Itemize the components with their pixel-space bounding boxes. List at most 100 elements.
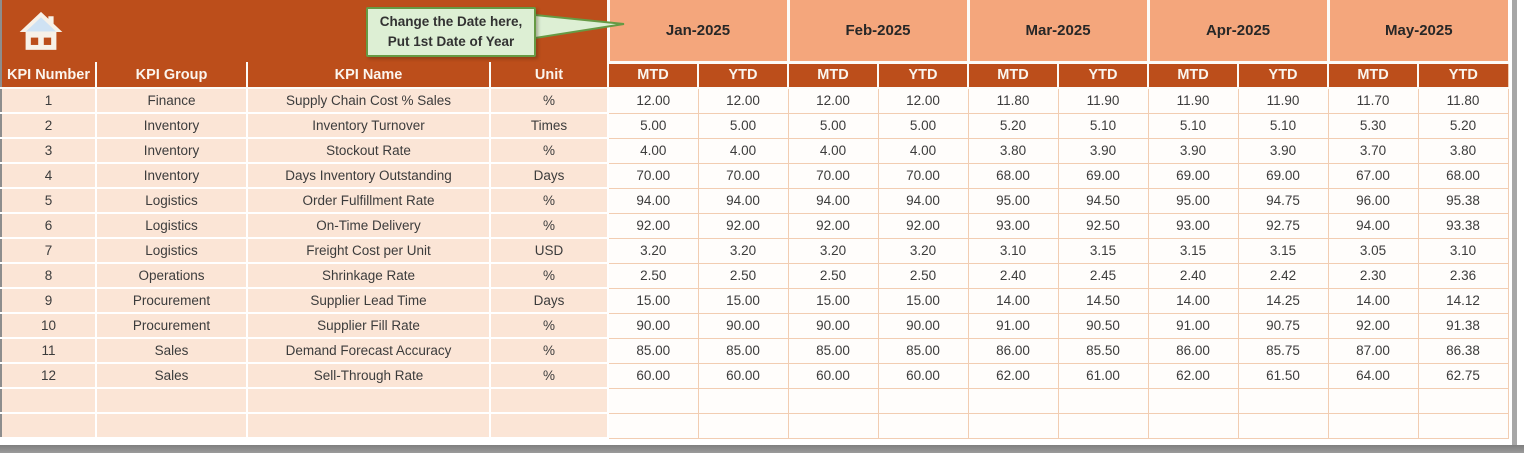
cell-value[interactable]: 61.00 (1058, 363, 1149, 389)
cell-value[interactable]: 86.00 (968, 338, 1059, 364)
cell-unit[interactable]: % (490, 138, 609, 164)
month-header-jan[interactable]: Jan-2025 (608, 0, 790, 64)
cell-value[interactable]: 87.00 (1328, 338, 1419, 364)
cell-value[interactable]: 4.00 (878, 138, 969, 164)
cell-value[interactable]: 5.10 (1238, 113, 1329, 139)
cell-value[interactable] (1418, 388, 1509, 414)
cell-kpi-number[interactable]: 1 (1, 88, 97, 114)
cell-value[interactable]: 95.00 (1148, 188, 1239, 214)
cell-kpi-number[interactable] (1, 388, 97, 414)
cell-value[interactable]: 2.45 (1058, 263, 1149, 289)
subcol-header-mtd[interactable]: MTD (968, 62, 1060, 89)
cell-value[interactable]: 5.00 (698, 113, 789, 139)
cell-value[interactable]: 86.00 (1148, 338, 1239, 364)
cell-value[interactable]: 3.70 (1328, 138, 1419, 164)
cell-value[interactable]: 62.00 (1148, 363, 1239, 389)
cell-value[interactable]: 2.50 (878, 263, 969, 289)
cell-value[interactable]: 15.00 (878, 288, 969, 314)
cell-value[interactable]: 5.20 (1418, 113, 1509, 139)
cell-value[interactable]: 2.42 (1238, 263, 1329, 289)
subcol-header-ytd[interactable]: YTD (1058, 62, 1150, 89)
cell-kpi-name[interactable]: Shrinkage Rate (247, 263, 491, 289)
cell-value[interactable]: 5.00 (878, 113, 969, 139)
cell-value[interactable]: 3.10 (968, 238, 1059, 264)
cell-value[interactable]: 68.00 (968, 163, 1059, 189)
cell-value[interactable]: 92.00 (878, 213, 969, 239)
cell-value[interactable]: 5.10 (1058, 113, 1149, 139)
cell-value[interactable]: 60.00 (878, 363, 969, 389)
cell-unit[interactable]: % (490, 213, 609, 239)
cell-value[interactable] (608, 413, 699, 439)
cell-value[interactable]: 92.00 (698, 213, 789, 239)
col-header-kpi-number[interactable]: KPI Number (1, 62, 97, 89)
cell-value[interactable] (1238, 388, 1329, 414)
cell-kpi-name[interactable] (247, 413, 491, 439)
cell-unit[interactable] (490, 413, 609, 439)
cell-value[interactable] (788, 413, 879, 439)
cell-value[interactable]: 93.00 (1148, 213, 1239, 239)
cell-value[interactable]: 2.40 (1148, 263, 1239, 289)
cell-value[interactable]: 5.00 (788, 113, 879, 139)
cell-value[interactable]: 11.70 (1328, 88, 1419, 114)
month-header-mar[interactable]: Mar-2025 (968, 0, 1150, 64)
cell-value[interactable]: 94.50 (1058, 188, 1149, 214)
cell-value[interactable]: 70.00 (698, 163, 789, 189)
cell-value[interactable]: 14.25 (1238, 288, 1329, 314)
cell-value[interactable]: 96.00 (1328, 188, 1419, 214)
cell-value[interactable]: 12.00 (878, 88, 969, 114)
cell-value[interactable]: 67.00 (1328, 163, 1419, 189)
cell-kpi-group[interactable]: Logistics (96, 238, 248, 264)
cell-value[interactable]: 12.00 (608, 88, 699, 114)
subcol-header-ytd[interactable]: YTD (1238, 62, 1330, 89)
cell-value[interactable]: 69.00 (1058, 163, 1149, 189)
cell-value[interactable]: 2.30 (1328, 263, 1419, 289)
cell-kpi-number[interactable]: 3 (1, 138, 97, 164)
cell-kpi-number[interactable]: 12 (1, 363, 97, 389)
cell-kpi-number[interactable]: 2 (1, 113, 97, 139)
cell-value[interactable]: 14.50 (1058, 288, 1149, 314)
cell-value[interactable]: 60.00 (698, 363, 789, 389)
cell-value[interactable]: 94.00 (788, 188, 879, 214)
cell-kpi-number[interactable]: 4 (1, 163, 97, 189)
cell-value[interactable] (878, 388, 969, 414)
cell-kpi-name[interactable]: Demand Forecast Accuracy (247, 338, 491, 364)
cell-value[interactable] (1058, 413, 1149, 439)
subcol-header-mtd[interactable]: MTD (1328, 62, 1420, 89)
cell-value[interactable]: 3.80 (968, 138, 1059, 164)
cell-unit[interactable]: % (490, 263, 609, 289)
cell-value[interactable]: 85.00 (878, 338, 969, 364)
cell-value[interactable]: 4.00 (698, 138, 789, 164)
cell-value[interactable]: 14.00 (1328, 288, 1419, 314)
cell-value[interactable]: 12.00 (698, 88, 789, 114)
cell-value[interactable]: 3.05 (1328, 238, 1419, 264)
cell-kpi-group[interactable]: Procurement (96, 288, 248, 314)
cell-value[interactable]: 94.00 (608, 188, 699, 214)
cell-unit[interactable]: USD (490, 238, 609, 264)
cell-value[interactable]: 12.00 (788, 88, 879, 114)
cell-kpi-name[interactable]: Freight Cost per Unit (247, 238, 491, 264)
cell-value[interactable]: 11.90 (1238, 88, 1329, 114)
month-header-apr[interactable]: Apr-2025 (1148, 0, 1330, 64)
cell-value[interactable]: 93.00 (968, 213, 1059, 239)
cell-kpi-name[interactable]: Stockout Rate (247, 138, 491, 164)
cell-kpi-group[interactable]: Operations (96, 263, 248, 289)
cell-value[interactable]: 61.50 (1238, 363, 1329, 389)
cell-kpi-group[interactable]: Finance (96, 88, 248, 114)
cell-kpi-name[interactable]: Supplier Fill Rate (247, 313, 491, 339)
cell-kpi-group[interactable] (96, 413, 248, 439)
cell-value[interactable]: 92.50 (1058, 213, 1149, 239)
cell-value[interactable]: 5.20 (968, 113, 1059, 139)
cell-value[interactable]: 3.20 (788, 238, 879, 264)
cell-value[interactable]: 4.00 (608, 138, 699, 164)
cell-value[interactable]: 90.00 (698, 313, 789, 339)
cell-kpi-group[interactable]: Procurement (96, 313, 248, 339)
cell-value[interactable] (1148, 413, 1239, 439)
cell-value[interactable]: 93.38 (1418, 213, 1509, 239)
cell-kpi-group[interactable]: Logistics (96, 213, 248, 239)
cell-value[interactable] (698, 388, 789, 414)
cell-kpi-number[interactable]: 11 (1, 338, 97, 364)
cell-value[interactable]: 92.00 (608, 213, 699, 239)
cell-kpi-name[interactable]: Order Fulfillment Rate (247, 188, 491, 214)
cell-kpi-name[interactable]: Sell-Through Rate (247, 363, 491, 389)
cell-value[interactable]: 11.80 (1418, 88, 1509, 114)
